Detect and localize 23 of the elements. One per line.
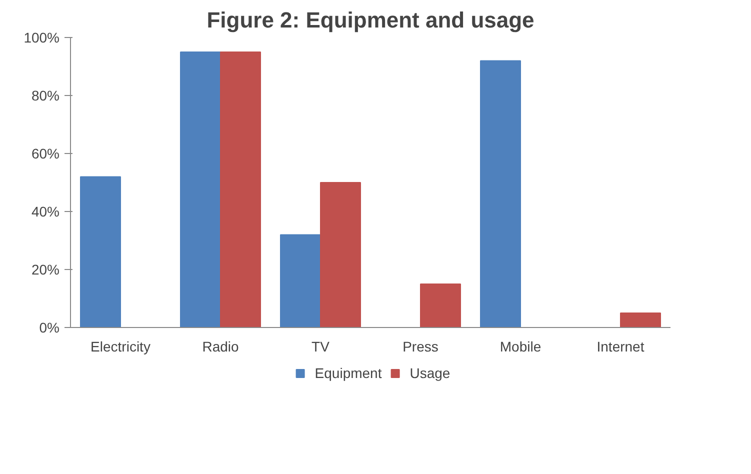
legend-label: Usage bbox=[410, 365, 450, 381]
bar bbox=[420, 284, 461, 328]
bar bbox=[620, 312, 661, 328]
x-tick-label: Electricity bbox=[90, 338, 150, 354]
bar bbox=[180, 52, 221, 328]
x-tick-label: Mobile bbox=[500, 338, 542, 354]
bar bbox=[320, 182, 361, 328]
y-tick-label: 100% bbox=[24, 30, 60, 46]
y-tick-label: 60% bbox=[31, 146, 60, 162]
x-tick-label: Press bbox=[402, 338, 438, 354]
x-tick-label: TV bbox=[312, 338, 330, 354]
x-tick-label: Radio bbox=[202, 338, 240, 354]
y-tick-label: 0% bbox=[39, 320, 60, 336]
bar bbox=[480, 60, 521, 328]
legend-label: Equipment bbox=[314, 365, 382, 381]
x-tick-label: Internet bbox=[596, 338, 644, 354]
y-tick-label: 40% bbox=[31, 204, 60, 220]
bar bbox=[280, 234, 321, 328]
y-tick-label: 80% bbox=[31, 88, 60, 104]
y-tick-label: 20% bbox=[31, 262, 60, 278]
chart-title: Figure 2: Equipment and usage bbox=[206, 8, 534, 32]
bar bbox=[80, 176, 121, 328]
bar bbox=[220, 52, 261, 328]
